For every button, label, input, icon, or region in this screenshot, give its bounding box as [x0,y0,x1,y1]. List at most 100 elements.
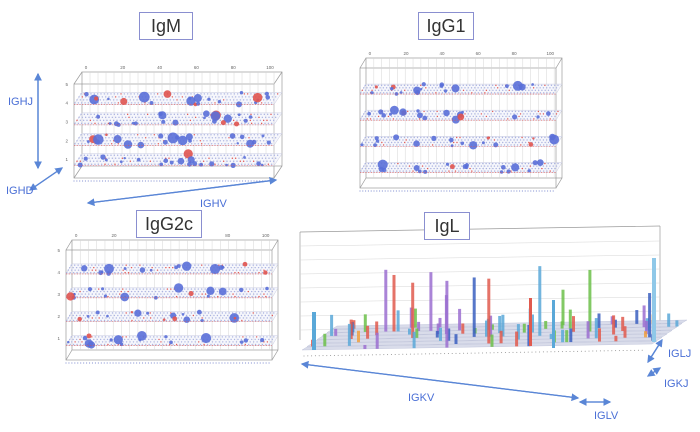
grid-dot [539,87,541,89]
grid-dot [119,293,121,295]
grid-dot [422,92,424,94]
grid-dot [154,102,156,104]
data-bar [472,277,476,337]
grid-dot [104,143,106,145]
grid-dot [402,165,404,167]
axis-tick [418,190,420,192]
grid-dot [86,99,88,101]
data-bubble [206,286,215,295]
grid-dot [90,163,93,165]
grid-dot [200,143,203,145]
grid-dot [190,113,192,116]
grid-dot [158,319,161,322]
grid-dot [218,137,220,139]
data-bubble [106,271,111,276]
grid-dot [146,113,149,116]
grid-dot [76,119,78,122]
data-bubble [242,261,248,267]
grid-dot [380,136,383,139]
grid-dot [113,290,116,293]
grid-dot [104,163,106,165]
axis-tick [360,354,362,356]
grid-dot [88,157,90,159]
grid-dot [112,317,114,319]
grid-dot [226,314,229,317]
grid-dot [477,113,479,115]
grid-dot [80,134,82,136]
grid-dot [194,293,196,295]
grid-dot [97,163,100,165]
grid-dot [266,341,269,343]
grid-dot [529,118,532,120]
data-bar [565,330,569,343]
x-tick-label: 80 [231,65,237,70]
grid-dot [100,102,103,104]
axis-tick [247,180,249,182]
axis-tick [398,353,400,355]
grid-dot [203,134,206,136]
grid-dot [374,110,376,113]
axis-tick [538,190,540,192]
grid-dot [407,110,409,113]
axis-tick [485,352,487,354]
grid-dot [413,162,415,165]
grid-dot [154,137,157,139]
grid-dot [467,170,470,172]
grid-dot [143,134,146,136]
data-bubble [188,139,192,143]
data-bubble [388,112,393,116]
data-bubble [256,161,261,167]
grid-dot [428,87,430,89]
grid-dot [80,93,82,95]
grid-dot [257,102,260,104]
grid-dot [452,136,455,139]
grid-dot [124,96,127,98]
grid-dot [524,115,527,118]
grid-dot [550,84,553,87]
axis-tick [365,190,367,192]
grid-dot [379,144,382,146]
grid-dot [264,266,267,269]
grid-dot [433,167,435,170]
grid-dot [264,116,267,119]
grid-dot [113,113,116,116]
grid-dot [439,162,442,165]
data-bubble [394,92,399,96]
data-bar [396,310,400,332]
grid-dot [436,162,438,165]
data-bubble [443,89,448,93]
grid-dot [472,115,475,118]
data-bar [527,324,531,347]
data-bar [598,328,601,342]
axis-tick [90,180,92,182]
grid-dot [75,290,78,293]
grid-dot [243,113,246,116]
grid-dot [217,163,220,165]
grid-dot [79,338,81,341]
axis-tick [204,180,207,182]
grid-dot [206,160,208,162]
axis-tick [513,190,515,192]
grid-dot [531,110,533,113]
grid-dot [154,96,157,98]
grid-dot [389,165,391,167]
grid-dot [214,288,217,290]
data-bubble [113,335,123,345]
grid-dot [208,269,210,271]
grid-dot [95,341,97,343]
grid-dot [147,163,150,165]
data-bubble [266,140,271,145]
grid-dot [397,115,399,118]
grid-dot [405,165,407,167]
data-bar [363,344,367,350]
grid-dot [103,319,106,322]
grid-dot [501,162,504,165]
grid-dot [125,288,127,290]
grid-dot [150,143,153,145]
grid-dot [529,113,532,115]
grid-dot [240,163,243,165]
grid-dot [387,141,390,144]
grid-dot [118,288,121,290]
grid-dot [503,144,506,146]
data-bubble [233,121,240,127]
